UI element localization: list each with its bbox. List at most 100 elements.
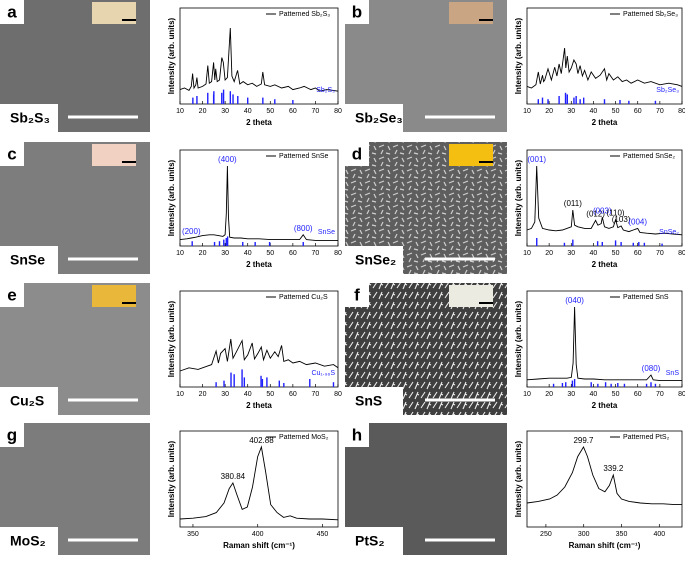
x-tick-label: 70	[656, 250, 664, 257]
x-tick-label: 70	[312, 108, 320, 115]
material-label: SnSe	[10, 252, 45, 268]
x-tick-label: 50	[266, 250, 274, 257]
x-tick-label: 60	[634, 108, 642, 115]
peak-label: 380.84	[221, 472, 246, 481]
x-tick-label: 20	[199, 391, 207, 398]
x-axis-label: 2 theta	[246, 401, 272, 410]
material-label: SnSe₂	[355, 252, 396, 268]
x-tick-label: 50	[612, 108, 620, 115]
peak-label: (800)	[294, 224, 313, 233]
panel-label-box	[0, 423, 24, 447]
x-tick-label: 80	[678, 391, 685, 398]
x-tick-label: 60	[289, 108, 297, 115]
reference-label: Sb₂S₃	[316, 87, 335, 94]
peak-label: (200)	[182, 227, 201, 236]
plot-frame	[526, 290, 683, 388]
x-tick-label: 20	[545, 391, 553, 398]
panel-label: d	[352, 144, 362, 163]
x-tick-label: 80	[334, 108, 342, 115]
legend-label: Patterned SnSe	[279, 153, 329, 160]
pattern-line	[526, 446, 682, 506]
x-tick-label: 70	[312, 391, 320, 398]
plot-frame	[526, 149, 683, 247]
x-tick-label: 10	[523, 108, 531, 115]
peak-label: 339.2	[603, 464, 624, 473]
panel-label: h	[352, 425, 362, 444]
panel-label: g	[7, 425, 17, 444]
panel-label: b	[352, 2, 362, 21]
y-axis-label: Intensity (arb. units)	[167, 300, 176, 377]
legend-label: Patterned MoS₂	[279, 434, 329, 441]
reference-label: SnSe₂	[659, 229, 679, 236]
x-tick-label: 30	[221, 108, 229, 115]
y-axis-label: Intensity (arb. units)	[167, 440, 176, 517]
inset-photo	[449, 285, 493, 307]
x-tick-label: 60	[289, 391, 297, 398]
x-tick-label: 70	[312, 250, 320, 257]
plot-frame	[179, 430, 339, 528]
y-axis-label: Intensity (arb. units)	[167, 159, 176, 236]
pattern-line	[526, 306, 682, 382]
x-tick-label: 10	[176, 250, 184, 257]
panel-label-box	[345, 423, 369, 447]
legend-label: Patterned PtS₂	[623, 434, 670, 441]
material-label-box	[0, 104, 58, 132]
material-label: SnS	[355, 393, 382, 409]
peak-label: (080)	[642, 364, 661, 373]
x-tick-label: 400	[252, 531, 264, 538]
x-tick-label: 10	[523, 391, 531, 398]
x-tick-label: 60	[289, 250, 297, 257]
x-tick-label: 30	[567, 250, 575, 257]
x-tick-label: 10	[176, 108, 184, 115]
x-axis-label: 2 theta	[246, 118, 272, 127]
x-tick-label: 350	[187, 531, 199, 538]
x-tick-label: 60	[634, 391, 642, 398]
x-tick-label: 50	[266, 108, 274, 115]
panel-label: f	[354, 285, 360, 304]
x-tick-label: 10	[176, 391, 184, 398]
x-tick-label: 80	[678, 108, 685, 115]
peak-label: (103)	[612, 215, 631, 224]
x-tick-label: 80	[678, 250, 685, 257]
panel-label-box	[345, 0, 369, 24]
y-axis-label: Intensity (arb. units)	[167, 17, 176, 94]
panel-label-box	[0, 142, 24, 166]
plot-frame	[526, 430, 683, 528]
inset-photo	[449, 2, 493, 24]
x-tick-label: 50	[612, 391, 620, 398]
plot-frame	[179, 290, 339, 388]
material-label-box	[345, 246, 403, 274]
x-tick-label: 40	[590, 108, 598, 115]
x-tick-label: 60	[634, 250, 642, 257]
peak-label: 402.88	[249, 436, 274, 445]
peak-label: (004)	[628, 218, 647, 227]
panel-label-box	[0, 283, 24, 307]
peak-label: (110)	[607, 209, 625, 218]
x-tick-label: 40	[244, 108, 252, 115]
material-label-box	[345, 104, 403, 132]
x-axis-label: 2 theta	[592, 401, 618, 410]
x-tick-label: 40	[244, 391, 252, 398]
peak-label: (011)	[564, 199, 582, 208]
x-tick-label: 450	[317, 531, 329, 538]
legend-label: Patterned Sb₂Se₃	[623, 11, 678, 18]
x-tick-label: 350	[616, 531, 628, 538]
pattern-line	[179, 165, 338, 241]
material-label-box	[0, 527, 58, 555]
y-axis-label: Intensity (arb. units)	[514, 440, 523, 517]
legend-label: Patterned SnSe₂	[623, 153, 675, 160]
reference-label: Sb₂Se₃	[656, 87, 679, 94]
pattern-line	[179, 338, 339, 372]
peak-label: 299.7	[573, 436, 594, 445]
x-tick-label: 50	[266, 391, 274, 398]
pattern-line	[179, 445, 339, 521]
x-tick-label: 30	[221, 250, 229, 257]
x-tick-label: 300	[578, 531, 590, 538]
peak-label: (003)	[593, 206, 612, 215]
y-axis-label: Intensity (arb. units)	[514, 17, 523, 94]
pattern-line	[526, 165, 683, 236]
peak-label: (001)	[527, 155, 546, 164]
x-tick-label: 10	[523, 250, 531, 257]
x-tick-label: 70	[656, 391, 664, 398]
x-tick-label: 30	[567, 108, 575, 115]
